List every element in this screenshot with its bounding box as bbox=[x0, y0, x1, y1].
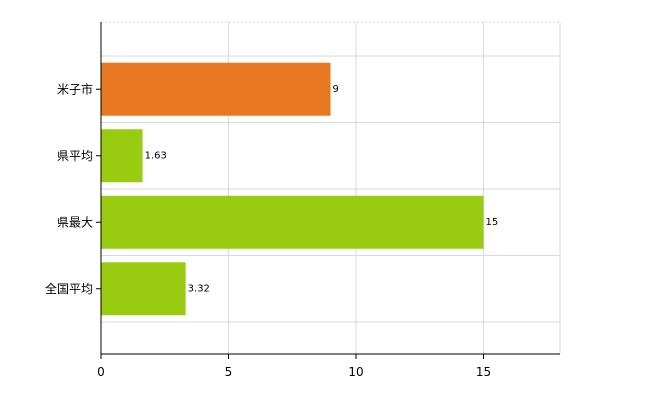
grid-lines bbox=[101, 21, 561, 354]
category-label: 県最大 bbox=[57, 215, 93, 229]
bars bbox=[101, 62, 484, 316]
ticks bbox=[96, 88, 484, 359]
category-label: 全国平均 bbox=[45, 281, 93, 296]
data-label: 15 bbox=[486, 217, 499, 228]
x-tick-label: 0 bbox=[97, 365, 105, 379]
x-tick-label: 5 bbox=[225, 365, 233, 379]
bar bbox=[101, 262, 186, 316]
bar bbox=[101, 129, 143, 183]
data-label: 9 bbox=[333, 84, 339, 95]
data-label: 1.63 bbox=[145, 150, 167, 161]
x-tick-label: 10 bbox=[348, 365, 363, 379]
bar bbox=[101, 62, 331, 116]
labels: 米子市 9 県平均 1.63 県最大 15 全国平均 3.32 0 5 10 15 bbox=[45, 81, 498, 379]
data-label: 3.32 bbox=[188, 283, 210, 294]
category-label: 米子市 bbox=[57, 81, 93, 96]
category-label: 県平均 bbox=[57, 149, 93, 163]
x-tick-label: 15 bbox=[476, 365, 491, 379]
bar bbox=[101, 195, 484, 249]
